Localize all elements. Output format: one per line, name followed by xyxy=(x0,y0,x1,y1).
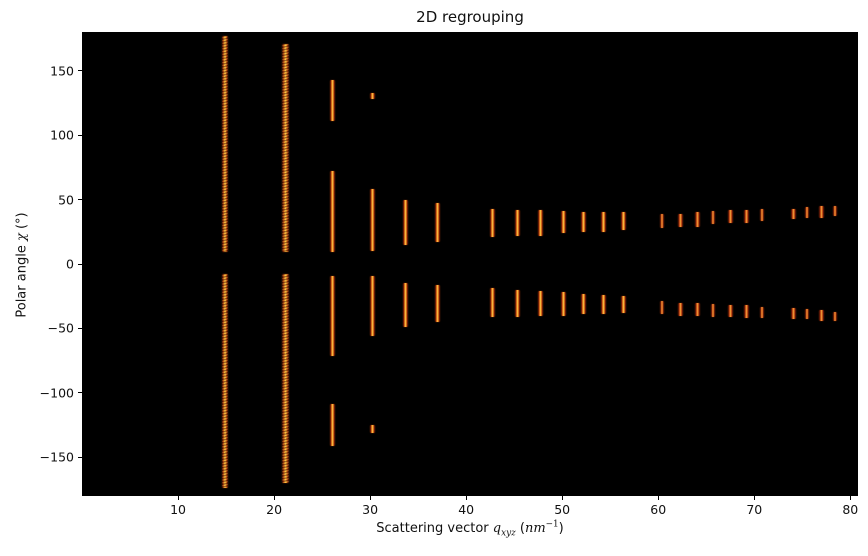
y-tick-mark xyxy=(78,70,82,72)
x-tick-label: 20 xyxy=(266,502,283,517)
intensity-stripe xyxy=(282,274,289,484)
x-tick-label: 70 xyxy=(746,502,763,517)
intensity-stripe xyxy=(580,212,586,232)
y-tick-label: 0 xyxy=(66,256,74,272)
intensity-stripe xyxy=(600,212,606,232)
intensity-stripe xyxy=(489,288,495,317)
x-tick-label: 30 xyxy=(362,502,379,517)
y-tick-mark xyxy=(78,327,82,329)
x-axis-unit: nm xyxy=(524,520,546,536)
y-tick-mark xyxy=(78,134,82,136)
intensity-stripe xyxy=(659,301,665,315)
x-axis-label: Scattering vector qxyz (nm−1) xyxy=(376,520,563,539)
intensity-stripe xyxy=(659,213,665,228)
y-tick-label: 50 xyxy=(58,192,74,208)
intensity-stripe xyxy=(678,213,683,227)
x-axis-label-text: Scattering vector xyxy=(376,520,493,536)
x-tick-label: 10 xyxy=(170,502,186,517)
intensity-stripe xyxy=(580,293,586,315)
x-axis-var: q xyxy=(492,520,502,536)
intensity-stripe xyxy=(221,274,229,489)
x-tick-mark xyxy=(465,496,467,500)
intensity-stripe xyxy=(560,292,566,316)
x-axis-subscript: xyz xyxy=(501,528,516,539)
intensity-stripe xyxy=(819,206,824,218)
y-tick-label: 100 xyxy=(50,127,74,143)
y-tick-mark xyxy=(78,456,82,458)
intensity-stripe xyxy=(434,284,440,322)
intensity-stripe xyxy=(621,212,627,231)
intensity-stripe xyxy=(434,203,440,243)
intensity-stripe xyxy=(369,425,375,433)
intensity-stripe xyxy=(621,296,627,313)
intensity-stripe xyxy=(759,306,765,319)
y-tick-label: −100 xyxy=(39,385,74,401)
intensity-stripe xyxy=(819,310,824,321)
intensity-stripe xyxy=(804,207,810,218)
chart-title: 2D regrouping xyxy=(416,8,524,26)
intensity-stripe xyxy=(330,171,336,253)
x-tick-label: 80 xyxy=(842,502,859,517)
intensity-stripe xyxy=(537,209,543,236)
x-axis-unit-close: ) xyxy=(558,520,564,536)
y-axis-label: Polar angle χ (°) xyxy=(15,212,30,317)
plot-area xyxy=(82,32,858,496)
intensity-stripe xyxy=(678,302,683,316)
intensity-stripe xyxy=(710,303,716,317)
intensity-stripe xyxy=(759,208,765,222)
x-tick-label: 60 xyxy=(650,502,667,517)
intensity-stripe xyxy=(744,209,749,223)
y-axis-unit: (°) xyxy=(14,212,30,234)
x-tick-mark xyxy=(753,496,755,500)
x-tick-label: 40 xyxy=(458,502,475,517)
intensity-stripe xyxy=(403,199,409,245)
x-tick-mark xyxy=(273,496,275,500)
intensity-stripe xyxy=(791,208,796,219)
x-axis-unit-open: ( xyxy=(515,520,525,536)
intensity-stripe xyxy=(560,211,566,234)
y-tick-mark xyxy=(78,199,82,201)
y-tick-mark xyxy=(78,263,82,265)
x-tick-mark xyxy=(369,496,371,500)
intensity-stripe xyxy=(369,275,375,337)
intensity-stripe xyxy=(832,311,838,321)
intensity-stripe xyxy=(330,404,336,446)
intensity-stripe xyxy=(489,208,495,237)
x-tick-mark xyxy=(561,496,563,500)
intensity-stripe xyxy=(710,211,716,225)
x-tick-mark xyxy=(849,496,851,500)
intensity-stripe xyxy=(804,309,810,320)
intensity-stripe xyxy=(728,305,733,317)
x-tick-mark xyxy=(177,496,179,500)
intensity-stripe xyxy=(221,35,229,253)
intensity-stripe xyxy=(728,209,733,223)
intensity-stripe xyxy=(537,291,543,316)
y-tick-label: −150 xyxy=(39,449,74,465)
y-axis-var: χ xyxy=(14,233,30,242)
intensity-stripe xyxy=(514,289,520,317)
x-tick-label: 50 xyxy=(554,502,571,517)
intensity-stripe xyxy=(744,305,749,319)
intensity-stripe xyxy=(330,79,336,121)
intensity-stripe xyxy=(369,189,375,252)
intensity-stripe xyxy=(330,275,336,356)
y-axis-label-text: Polar angle xyxy=(14,241,30,318)
intensity-stripe xyxy=(600,294,606,315)
y-tick-label: −50 xyxy=(47,320,74,336)
y-tick-mark xyxy=(78,392,82,394)
intensity-stripe xyxy=(369,92,375,99)
x-axis-exponent: −1 xyxy=(545,519,559,530)
x-tick-mark xyxy=(657,496,659,500)
y-tick-label: 150 xyxy=(50,63,74,79)
intensity-stripe xyxy=(695,302,700,316)
intensity-stripe xyxy=(832,206,838,217)
intensity-stripe xyxy=(403,283,409,328)
intensity-stripe xyxy=(695,212,700,227)
intensity-stripe xyxy=(514,209,520,236)
intensity-stripe xyxy=(282,43,289,253)
intensity-stripe xyxy=(791,307,796,320)
